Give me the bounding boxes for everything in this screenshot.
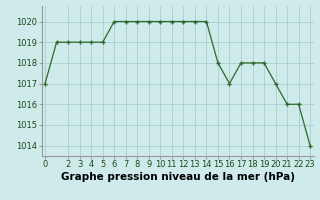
X-axis label: Graphe pression niveau de la mer (hPa): Graphe pression niveau de la mer (hPa) bbox=[60, 172, 295, 182]
